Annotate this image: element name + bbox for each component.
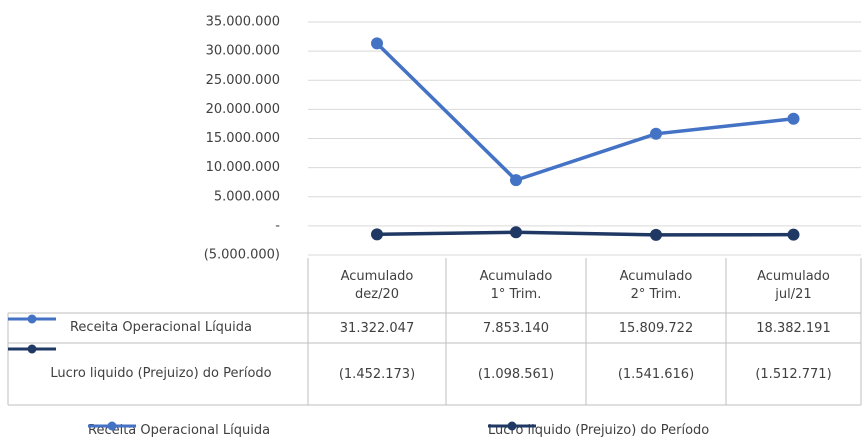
legend-item: Lucro liquido (Prejuizo) do Período: [488, 420, 709, 440]
label: (1.512.771): [755, 366, 832, 382]
legend-marker: [27, 314, 37, 324]
label: (1.452.173): [338, 366, 416, 382]
row-label: Lucro liquido (Prejuizo) do Período: [8, 343, 308, 405]
y-tick-label: 10.000.000: [206, 160, 280, 175]
series-line: [375, 42, 794, 183]
label: (1.541.616): [617, 366, 695, 382]
table-cell: 15.809.722: [586, 313, 726, 343]
legend-marker: [507, 421, 517, 431]
legend-marker: [27, 344, 37, 354]
point: [787, 112, 800, 125]
label: (1.098.561): [477, 366, 555, 382]
legend-icon: [8, 344, 56, 354]
point: [650, 127, 662, 140]
label: 31.322.047: [339, 320, 415, 336]
point: [650, 228, 662, 241]
point: [787, 228, 800, 241]
table-cell: (1.098.561): [446, 343, 586, 405]
table-cell: (1.452.173): [308, 343, 446, 405]
label: Lucro liquido (Prejuizo) do Período: [50, 366, 272, 381]
y-tick-label: 25.000.000: [206, 73, 280, 88]
row-label: Receita Operacional Líquida: [8, 313, 308, 343]
y-tick-label: 30.000.000: [206, 44, 280, 59]
label: Lucro liquido (Prejuizo) do Período: [488, 422, 710, 438]
label: Acumulado 2° Trim.: [619, 268, 693, 302]
legend-icon: [88, 421, 136, 431]
y-tick-label: 35.000.000: [206, 15, 280, 30]
label: 18.382.191: [756, 320, 831, 336]
label: 7.853.140: [482, 320, 550, 336]
label: Acumulado 1° Trim.: [479, 268, 553, 302]
label: Receita Operacional Líquida: [69, 320, 253, 335]
table-cell: 31.322.047: [308, 313, 446, 343]
point: [510, 174, 522, 187]
table-header: Acumulado 2° Trim.: [586, 258, 726, 313]
table-header: Acumulado jul/21: [726, 258, 861, 313]
table-cell: (1.512.771): [726, 343, 861, 405]
legend-icon: [8, 314, 56, 324]
table-cell: 18.382.191: [726, 313, 861, 343]
y-tick-label: 15.000.000: [206, 131, 280, 146]
table-header: Acumulado 1° Trim.: [446, 258, 586, 313]
legend-item: Receita Operacional Líquida: [88, 420, 270, 440]
point: [371, 228, 383, 241]
table-cell: 7.853.140: [446, 313, 586, 343]
y-tick-label: 5.000.000: [214, 189, 280, 204]
legend-marker: [107, 421, 117, 431]
label: Acumulado jul/21: [757, 268, 830, 302]
label: Acumulado dez/20: [340, 268, 414, 302]
label: 15.809.722: [618, 320, 694, 336]
legend-icon: [488, 421, 536, 431]
y-tick-label: (5.000.000): [204, 248, 280, 263]
point: [371, 37, 383, 50]
table-header: Acumulado dez/20: [308, 258, 446, 313]
y-tick-label: 20.000.000: [206, 102, 280, 117]
point: [510, 226, 522, 239]
series-line: [376, 230, 794, 237]
y-tick-label: -: [275, 218, 280, 233]
table-cell: (1.541.616): [586, 343, 726, 405]
